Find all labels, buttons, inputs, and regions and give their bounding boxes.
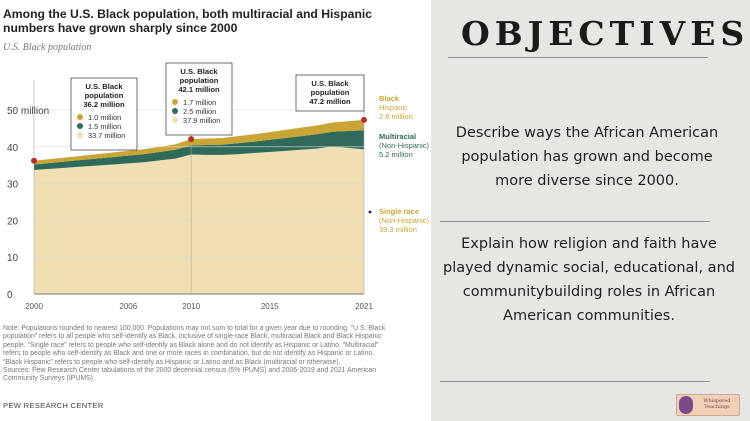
note-line: population” refers to all people who sel… — [3, 333, 382, 341]
area-series-1 — [34, 130, 364, 170]
x-tick-label: 2010 — [182, 302, 200, 311]
series-label-sub: Hispanic — [379, 103, 408, 112]
callout-item-label: 1.5 million — [88, 122, 121, 131]
objective-2-line: Explain how religion and faith have — [461, 236, 717, 252]
callout-title-line: population — [180, 76, 219, 85]
callout-box — [165, 62, 233, 136]
total-dot — [188, 136, 195, 143]
total-dot — [31, 157, 37, 164]
objective-2: Explain how religion and faith have play… — [432, 232, 746, 328]
divider — [440, 221, 710, 222]
presenter-thumbnail[interactable]: Whispered Teachings — [676, 394, 740, 416]
objective-1-line: more diverse since 2000. — [495, 173, 679, 189]
y-tick-label: 50 million — [7, 106, 49, 117]
callout-swatch — [172, 108, 178, 114]
callout-box — [70, 77, 138, 151]
callout-title-line: U.S. Black — [311, 79, 349, 88]
series-label-name: Single race — [379, 207, 419, 216]
callout-swatch — [77, 123, 83, 129]
callout-title-line: 47.2 million — [309, 97, 351, 106]
y-tick-label: 30 — [7, 180, 19, 191]
callout-item-label: 1.0 million — [88, 113, 121, 122]
callout-swatch — [77, 132, 83, 138]
callout-swatch — [172, 117, 178, 123]
stacked-area-chart: 0 10 20 30 40 50 million 2000 2006 2010 2015 2021 U… — [7, 62, 430, 311]
y-tick-label: 0 — [7, 290, 13, 301]
callout-item-label: 33.7 million — [88, 131, 125, 140]
callout-title-line: population — [311, 88, 350, 97]
avatar — [679, 396, 693, 414]
x-tick-label: 2000 — [25, 302, 43, 311]
callout-item-label: 37.9 million — [183, 116, 220, 125]
series-label-value: 2.8 million — [379, 112, 413, 121]
series-label-sub: (Non-Hispanic) — [379, 216, 430, 225]
series-label-value: 5.2 million — [379, 150, 413, 159]
chart-subtitle: U.S. Black population — [3, 42, 92, 53]
series-label-value: 39.3 million — [379, 225, 417, 234]
callout-title-line: 42.1 million — [178, 85, 220, 94]
callout-title-line: U.S. Black — [180, 67, 218, 76]
y-tick-label: 10 — [7, 253, 19, 264]
y-tick-label: 40 — [7, 143, 19, 154]
note-line: “Black Hispanic” refers to people who se… — [3, 358, 341, 366]
callout-swatch — [77, 114, 83, 120]
series-label-name: Multiracial — [379, 132, 416, 141]
callout-title-line: 36.2 million — [83, 100, 125, 109]
callout-swatch — [172, 99, 178, 105]
objective-2-line: American communities. — [503, 308, 675, 324]
callout-title-line: U.S. Black — [85, 82, 123, 91]
single-race-marker — [368, 210, 372, 214]
total-dot — [361, 116, 367, 123]
objectives-heading: OBJECTIVES — [461, 14, 750, 53]
objective-2-line: played dynamic social, educational, and — [443, 260, 735, 276]
chart-panel: Among the U.S. Black population, both mu… — [0, 0, 431, 421]
divider — [448, 57, 708, 58]
callout-item-label: 2.5 million — [183, 107, 216, 116]
chart-title: Among the U.S. Black population, both mu… — [3, 7, 373, 35]
callout-title-line: population — [85, 91, 124, 100]
x-tick-label: 2021 — [355, 302, 373, 311]
series-label-sub: (Non-Hispanic) — [379, 141, 430, 150]
thumbnail-label: Whispered Teachings — [703, 398, 731, 410]
note-line: Community Surveys (IPUMS). — [3, 375, 95, 383]
x-tick-label: 2006 — [119, 302, 137, 311]
divider — [440, 381, 710, 382]
objective-1-line: Describe ways the African American — [455, 125, 719, 141]
objective-1: Describe ways the African American popul… — [437, 121, 737, 193]
series-label-name: Black — [379, 94, 400, 103]
note-line: Note: Populations rounded to nearest 100… — [3, 325, 386, 332]
note-line: people. “Single race” refers to people w… — [3, 341, 379, 349]
callout-item-label: 1.7 million — [183, 98, 216, 107]
x-tick-label: 2015 — [261, 302, 279, 311]
note-line: refers to people who self-identify as Bl… — [3, 350, 375, 358]
area-series-2 — [34, 119, 364, 165]
note-line: Sources: Pew Research Center tabulations… — [3, 367, 377, 375]
y-tick-label: 20 — [7, 216, 19, 227]
objective-1-line: population has grown and become — [461, 149, 713, 165]
source-logo: PEW RESEARCH CENTER — [3, 401, 104, 410]
objective-2-line: communitybuilding roles in African — [462, 284, 716, 300]
objectives-panel — [431, 0, 750, 421]
callout-box — [295, 74, 365, 112]
chart-note: Note: Populations rounded to nearest 100… — [3, 325, 426, 384]
